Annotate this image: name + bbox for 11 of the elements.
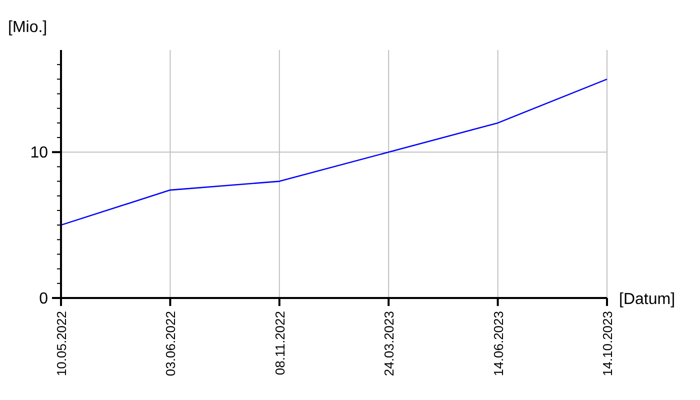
- y-tick-label: 10: [30, 144, 48, 162]
- x-tick-label: 10.05.2022: [54, 311, 69, 376]
- x-axis-title: [Datum]: [619, 291, 676, 308]
- x-tick-label: 03.06.2022: [163, 311, 178, 376]
- x-tick-label: 24.03.2023: [382, 311, 397, 376]
- x-tick-label: 08.11.2022: [272, 311, 288, 376]
- x-tick-label: 14.06.2023: [490, 311, 506, 376]
- y-axis-title: [Mio.]: [8, 19, 48, 36]
- line-series: [60, 78, 608, 226]
- y-tick-label: 0: [39, 290, 48, 308]
- x-tick-label: 14.10.2023: [600, 311, 615, 376]
